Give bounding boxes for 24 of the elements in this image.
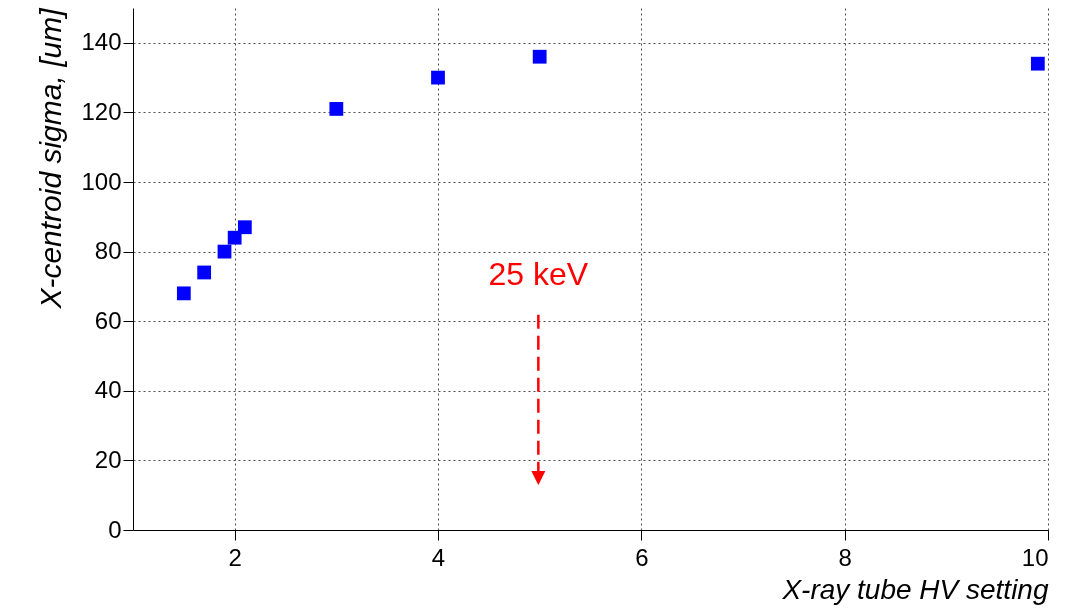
y-tick-label: 40 — [94, 376, 122, 404]
y-axis-title: X-centroid sigma, [um] — [34, 7, 68, 310]
y-tick-label: 120 — [81, 97, 122, 125]
y-tick-label: 60 — [94, 306, 122, 334]
x-tick-label: 2 — [228, 543, 242, 571]
y-tick-label: 80 — [94, 237, 122, 265]
point — [237, 220, 252, 235]
x-tick-label: 6 — [635, 543, 649, 571]
x-axis-title: X-ray tube HV setting — [781, 573, 1049, 605]
point — [227, 230, 242, 245]
point — [329, 102, 344, 116]
point — [197, 265, 212, 280]
x-tick-label: 4 — [431, 543, 446, 571]
y-tick-label: 140 — [81, 28, 122, 56]
annotation: 25 keV — [488, 255, 589, 292]
point — [431, 70, 445, 85]
point — [1030, 56, 1045, 71]
x-tick-label: 8 — [838, 543, 852, 571]
y-tick-label: 20 — [94, 445, 122, 473]
x-tick-label: 10 — [1021, 543, 1049, 571]
y-tick-label: 0 — [108, 515, 122, 543]
point — [532, 49, 547, 64]
point — [176, 286, 191, 301]
y-tick-label: 100 — [81, 167, 122, 195]
